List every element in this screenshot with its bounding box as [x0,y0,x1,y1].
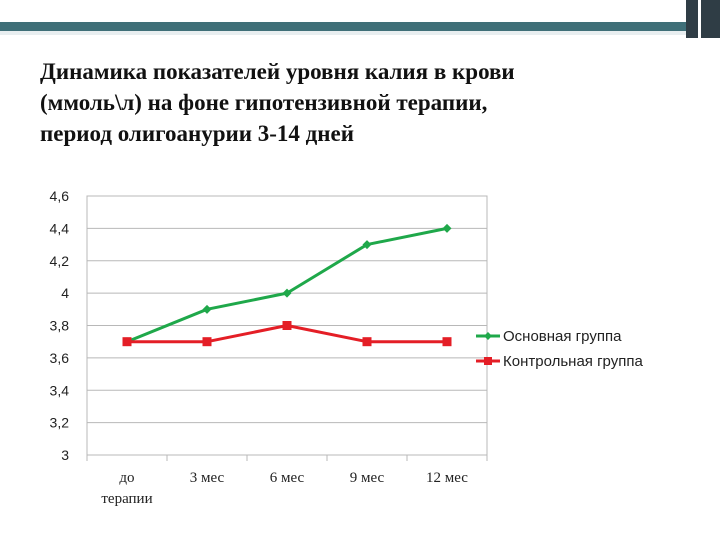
header-dark-block [686,0,720,38]
slide-title: Динамика показателей уровня калия в кров… [40,56,680,149]
data-point [442,337,452,347]
x-tick-label: 3 мес [190,470,225,486]
legend-swatch-marker [484,332,492,340]
data-point [442,223,452,233]
data-point [282,288,292,298]
data-point [122,337,132,347]
header-light-stripe [0,31,686,35]
slide-title-line-2: (ммоль\л) на фоне гипотензивной терапии, [40,90,488,115]
data-point [362,337,372,347]
y-tick-label: 3,8 [50,318,70,334]
x-tick-label: 6 мес [270,470,305,486]
x-tick-label: 12 мес [426,470,468,486]
data-point [362,240,372,250]
y-tick-label: 3 [61,447,69,463]
y-tick-label: 3,6 [50,350,70,366]
slide-title-line-1: Динамика показателей уровня калия в кров… [40,59,515,84]
data-point [282,321,292,330]
y-tick-label: 4 [61,285,69,301]
header-band [0,0,720,38]
legend-entry: Контрольная группа [503,353,643,370]
legend-entry: Основная группа [503,328,622,345]
x-tick-label: терапии [101,491,152,507]
y-tick-label: 4,4 [50,220,70,236]
y-tick-label: 3,2 [50,415,70,431]
data-point [202,304,212,314]
y-tick-label: 4,6 [50,188,70,204]
x-tick-label: 9 мес [350,470,385,486]
y-tick-label: 3,4 [50,382,70,398]
legend-swatch-marker [484,357,492,365]
slide-title-line-3: период олигоанурии 3-14 дней [40,121,355,146]
x-tick-label: до [119,470,134,486]
header-teal-stripe [0,22,686,31]
y-tick-label: 4,2 [50,253,70,269]
data-point [202,337,212,347]
